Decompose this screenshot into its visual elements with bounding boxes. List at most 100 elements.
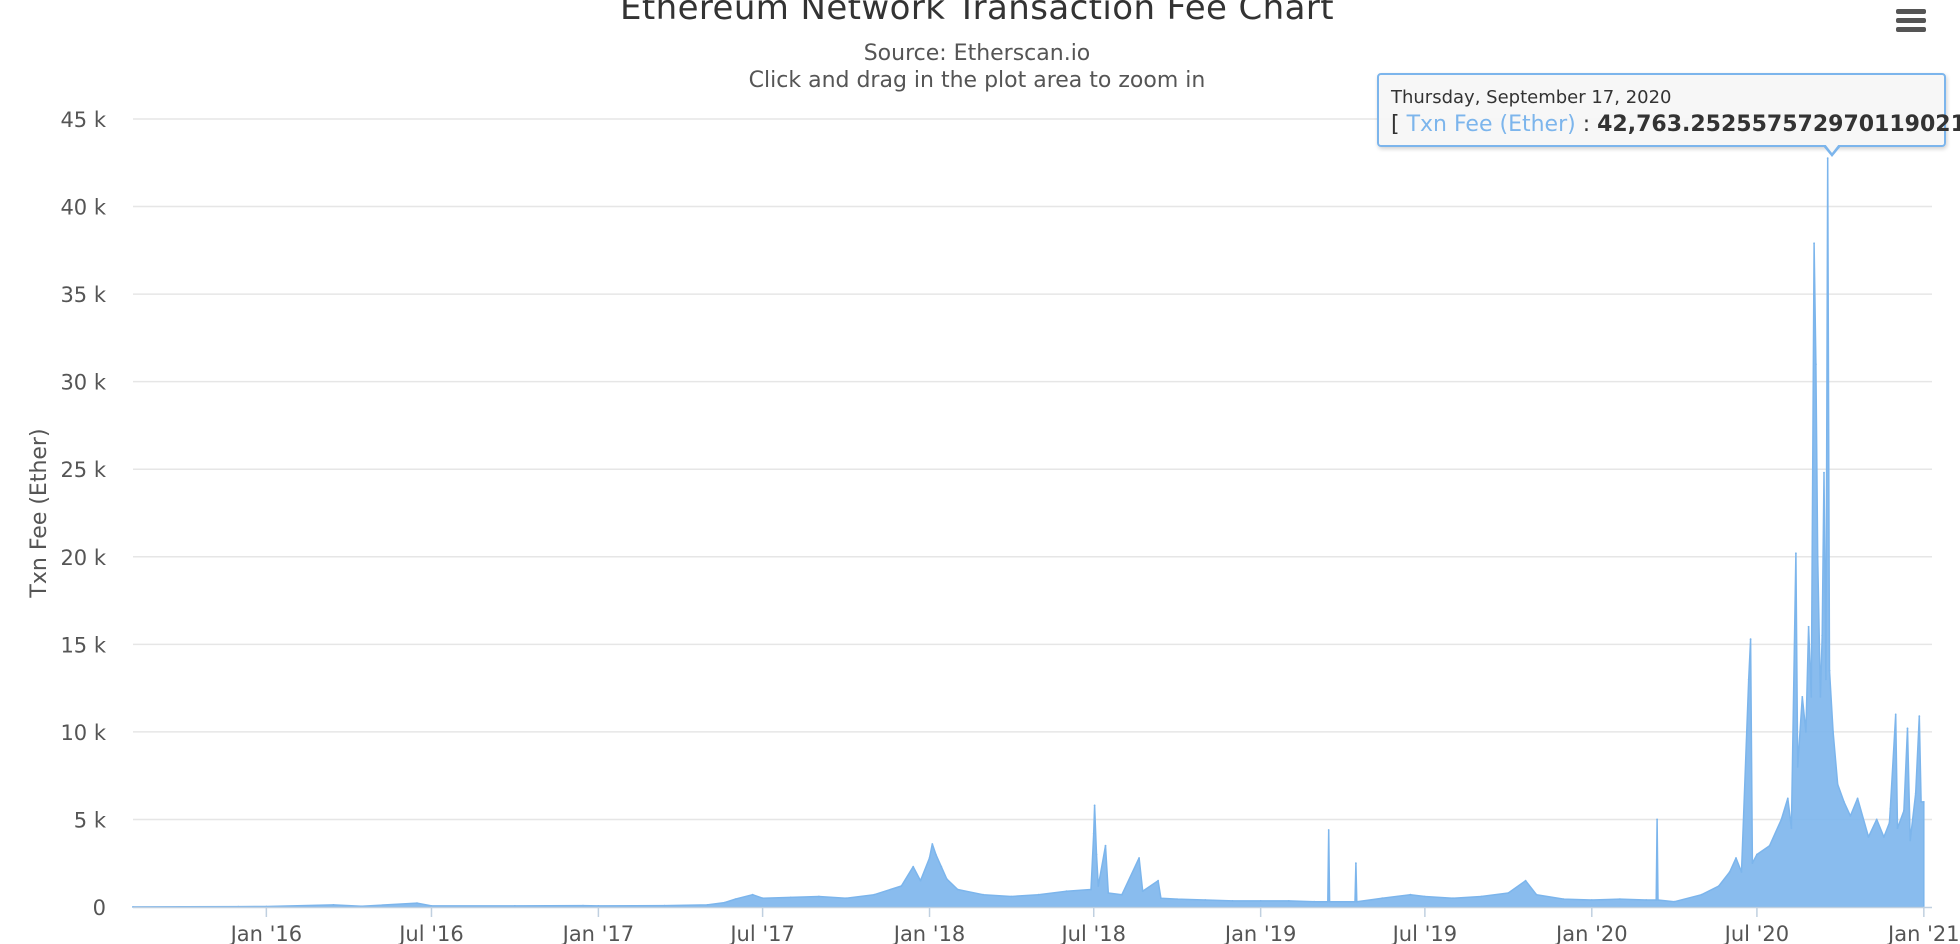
y-axis-title: Txn Fee (Ether) — [27, 428, 52, 598]
data-point — [1138, 857, 1140, 859]
x-tick-label: Jan '18 — [892, 922, 966, 944]
y-tick-label: 40 k — [60, 196, 106, 220]
data-point — [1673, 900, 1676, 903]
data-point — [1231, 900, 1234, 902]
data-point — [1065, 890, 1068, 893]
data-point — [1160, 897, 1162, 900]
data-point — [1562, 898, 1565, 900]
data-point — [1823, 471, 1825, 474]
data-point — [1796, 766, 1799, 768]
data-point — [1092, 832, 1095, 835]
x-tick-label: Jul '19 — [1391, 922, 1458, 944]
data-point — [1409, 893, 1412, 896]
y-tick-label: 10 k — [60, 721, 106, 745]
data-point — [928, 857, 931, 859]
data-point — [912, 865, 915, 868]
data-point — [582, 904, 584, 907]
data-point — [1287, 900, 1290, 902]
data-point — [1452, 897, 1454, 900]
data-point — [1867, 836, 1870, 838]
data-point — [1313, 900, 1316, 903]
data-point — [1832, 731, 1834, 733]
data-point — [734, 898, 737, 900]
data-point — [1906, 727, 1909, 730]
hamburger-menu-icon[interactable] — [1894, 6, 1930, 36]
data-point — [1768, 844, 1771, 847]
data-point — [1909, 839, 1912, 842]
data-point — [597, 905, 600, 907]
data-point — [1095, 853, 1098, 856]
data-point — [332, 904, 335, 906]
data-point — [1619, 898, 1621, 900]
data-point — [1826, 157, 1829, 160]
chart-title: Ethereum Network Transaction Fee Chart — [620, 0, 1334, 28]
data-point — [416, 902, 418, 904]
data-point — [1381, 897, 1384, 900]
data-point — [751, 893, 754, 896]
x-tick-label: Jan '20 — [1554, 922, 1628, 944]
series-area-txn-fee — [132, 157, 1925, 908]
data-point — [1717, 885, 1720, 887]
tooltip-series-name: Txn Fee (Ether) — [1406, 112, 1576, 137]
data-point — [1849, 815, 1852, 817]
x-tick-label: Jul '18 — [1059, 922, 1126, 944]
data-point — [956, 888, 959, 891]
data-point — [430, 905, 433, 907]
data-point — [1507, 892, 1510, 894]
data-point — [1204, 899, 1207, 901]
data-point — [1875, 818, 1878, 821]
tooltip-pointer-fill — [1825, 144, 1839, 153]
data-point — [1920, 801, 1922, 803]
data-point — [1121, 893, 1123, 896]
data-point — [919, 879, 922, 882]
data-point — [1903, 809, 1905, 812]
data-point — [873, 893, 876, 896]
data-point — [982, 893, 984, 896]
tooltip-open-bracket: [ — [1391, 112, 1407, 137]
data-point — [1751, 862, 1754, 865]
data-point — [1828, 669, 1831, 672]
data-point — [360, 905, 363, 908]
data-point — [945, 878, 948, 880]
data-point — [1747, 678, 1750, 681]
data-point — [1424, 895, 1426, 898]
data-point — [1355, 862, 1357, 865]
tooltip-value-line: [ Txn Fee (Ether) : 42,763.2525575729701… — [1391, 112, 1960, 137]
tooltip-value: 42,763.252557572970119021 — [1597, 112, 1960, 137]
data-point — [1815, 363, 1817, 366]
data-point — [761, 897, 764, 900]
y-tick-label: 15 k — [60, 633, 106, 657]
data-point — [1883, 836, 1885, 838]
data-point — [1825, 678, 1827, 681]
data-point — [1843, 801, 1845, 803]
x-tick-label: Jul '17 — [728, 922, 795, 944]
chart-source-subtitle: Source: Etherscan.io — [863, 41, 1091, 66]
data-point — [1326, 900, 1329, 903]
data-point — [514, 905, 516, 907]
data-point — [1816, 555, 1819, 558]
data-point — [1157, 879, 1159, 882]
data-point — [1786, 797, 1789, 800]
data-point — [663, 904, 666, 907]
data-point — [935, 853, 937, 856]
data-point — [1327, 829, 1330, 831]
data-point — [845, 897, 847, 900]
tooltip-date: Thursday, September 17, 2020 — [1391, 87, 1672, 108]
data-point — [1107, 892, 1110, 894]
data-point — [1037, 893, 1040, 896]
data-point — [1590, 899, 1593, 901]
y-tick-label: 20 k — [60, 546, 106, 570]
data-point — [1922, 801, 1925, 803]
data-point — [940, 865, 943, 868]
data-point — [1328, 900, 1331, 903]
data-point — [1740, 871, 1743, 873]
data-point — [1896, 827, 1899, 830]
data-point — [1889, 808, 1892, 810]
data-point — [1728, 871, 1731, 873]
data-point — [1807, 625, 1810, 628]
data-point — [1810, 696, 1813, 698]
data-point — [706, 904, 709, 906]
x-tick-label: Jul '16 — [397, 922, 464, 944]
tooltip-separator: : — [1575, 112, 1598, 137]
